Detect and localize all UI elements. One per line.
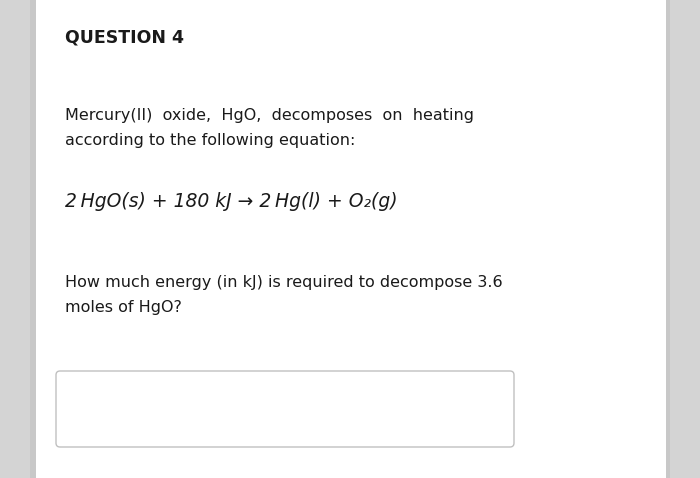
- Bar: [666, 0, 670, 478]
- Text: according to the following equation:: according to the following equation:: [65, 133, 356, 148]
- Text: QUESTION 4: QUESTION 4: [65, 28, 184, 46]
- Text: Mercury(II)  oxide,  HgO,  decomposes  on  heating: Mercury(II) oxide, HgO, decomposes on he…: [65, 108, 474, 123]
- Text: 2 HgO(s) + 180 kJ → 2 Hg(l) + O₂(g): 2 HgO(s) + 180 kJ → 2 Hg(l) + O₂(g): [65, 192, 398, 211]
- Bar: [30, 0, 36, 478]
- Text: moles of HgO?: moles of HgO?: [65, 300, 182, 315]
- FancyBboxPatch shape: [56, 371, 514, 447]
- Text: How much energy (in kJ) is required to decompose 3.6: How much energy (in kJ) is required to d…: [65, 275, 503, 290]
